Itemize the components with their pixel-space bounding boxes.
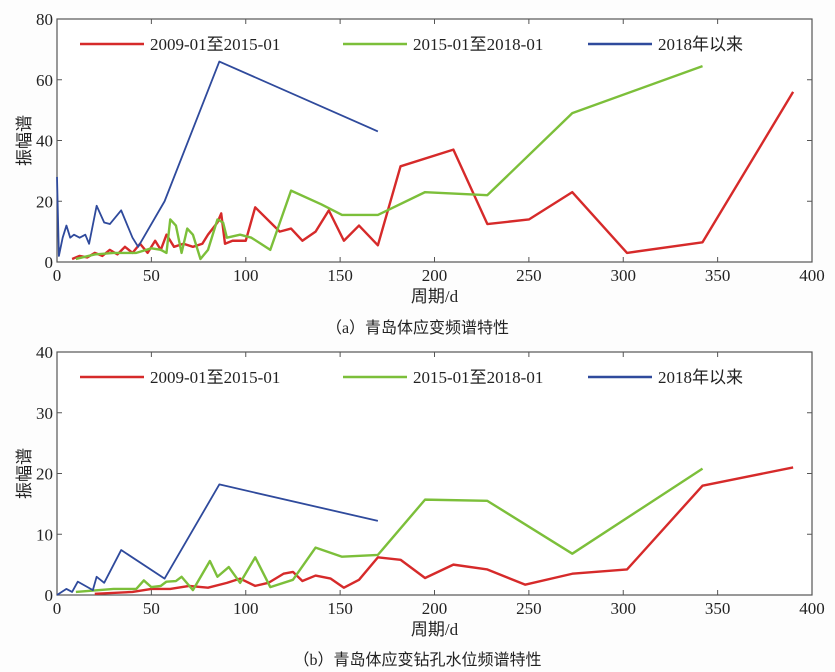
- series-line-red: [71, 91, 795, 261]
- x-tick-label: 0: [53, 266, 62, 285]
- y-tick-label: 10: [36, 525, 53, 544]
- x-tick-label: 400: [799, 599, 825, 618]
- series-line-green: [75, 467, 704, 594]
- series-line-blue: [56, 483, 379, 596]
- x-tick-label: 50: [143, 266, 160, 285]
- y-tick-label: 80: [36, 10, 53, 29]
- x-tick-label: 50: [143, 599, 160, 618]
- plot-frame: [56, 18, 813, 263]
- plot-frame: [56, 351, 813, 596]
- y-tick-label: 40: [36, 132, 53, 151]
- x-tick-label: 350: [705, 266, 731, 285]
- x-tick-label: 100: [233, 599, 259, 618]
- x-tick-label: 100: [233, 266, 259, 285]
- y-tick-label: 0: [45, 586, 54, 605]
- series-line-blue: [56, 60, 379, 257]
- x-tick-label: 250: [516, 599, 542, 618]
- legend-label: 2018年以来: [658, 35, 743, 54]
- y-tick-label: 40: [36, 343, 53, 362]
- legend-label: 2015-01至2018-01: [413, 35, 543, 54]
- y-tick-label: 30: [36, 404, 53, 423]
- legend-label: 2015-01至2018-01: [413, 368, 543, 387]
- x-tick-label: 200: [422, 266, 448, 285]
- x-tick-label: 350: [705, 599, 731, 618]
- x-axis-label: 周期/d: [411, 620, 459, 639]
- x-tick-label: 300: [611, 266, 637, 285]
- legend-label: 2009-01至2015-01: [150, 368, 280, 387]
- legend-label: 2009-01至2015-01: [150, 35, 280, 54]
- y-axis-label: 振幅谱: [15, 448, 34, 499]
- caption-b: （b）青岛体应变钻孔水位频谱特性: [293, 652, 542, 669]
- caption-a: （a）青岛体应变频谱特性: [325, 320, 510, 337]
- x-tick-label: 250: [516, 266, 542, 285]
- x-tick-label: 200: [422, 599, 448, 618]
- x-tick-label: 400: [799, 266, 825, 285]
- x-tick-label: 150: [327, 599, 353, 618]
- y-tick-label: 20: [36, 192, 53, 211]
- y-tick-label: 60: [36, 71, 53, 90]
- x-tick-label: 300: [611, 599, 637, 618]
- y-tick-label: 20: [36, 465, 53, 484]
- series-line-green: [75, 64, 703, 261]
- x-tick-label: 0: [53, 599, 62, 618]
- y-tick-label: 0: [45, 253, 54, 272]
- y-axis-label: 振幅谱: [15, 115, 34, 166]
- x-tick-label: 150: [327, 266, 353, 285]
- legend-label: 2018年以来: [658, 368, 743, 387]
- x-axis-label: 周期/d: [411, 287, 459, 306]
